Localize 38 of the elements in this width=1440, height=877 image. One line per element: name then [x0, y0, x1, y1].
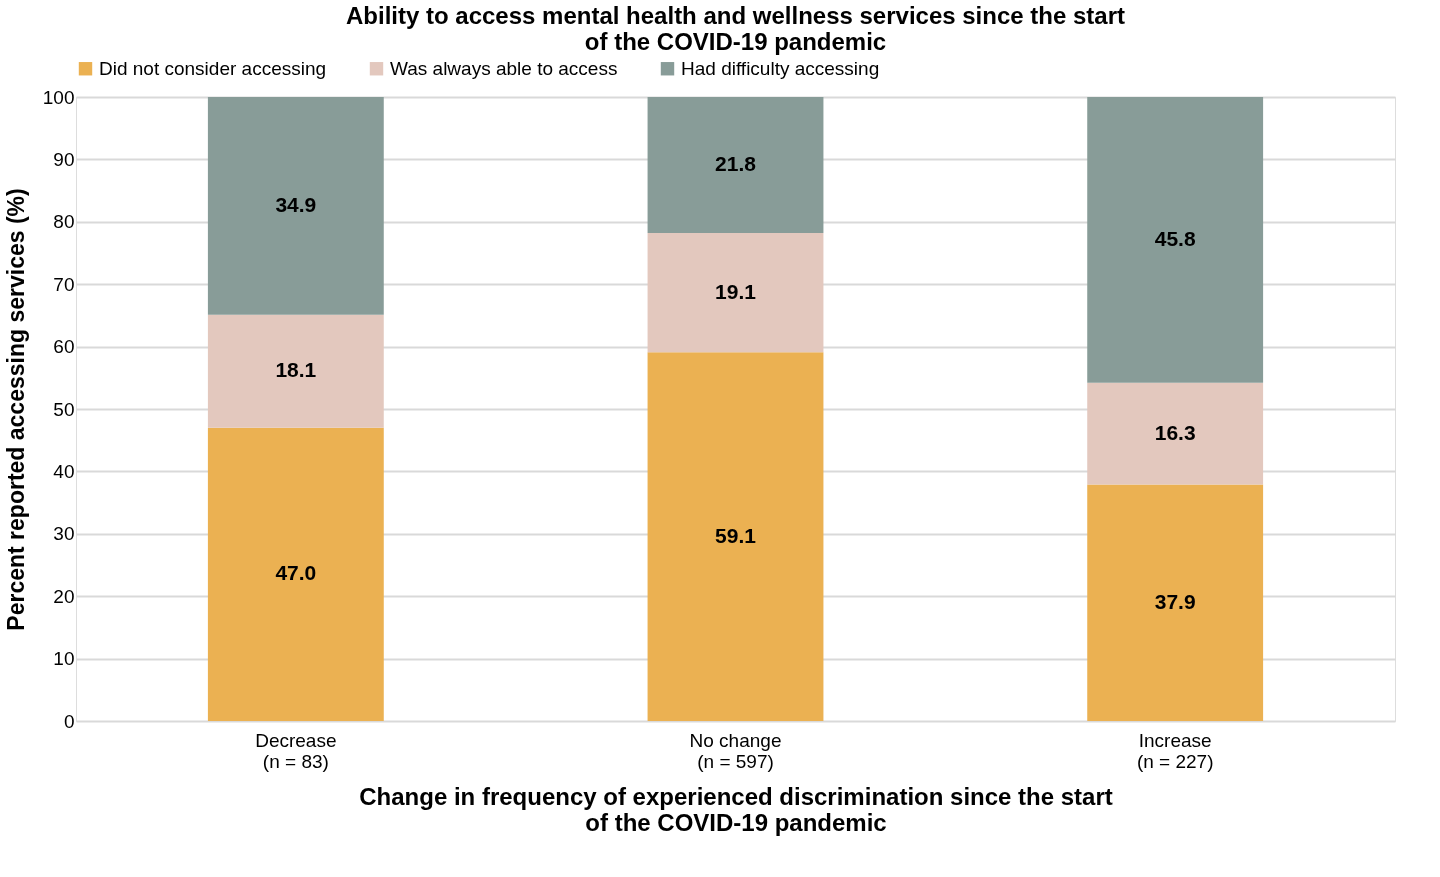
bar	[207, 97, 384, 315]
data-label: 16.3	[1154, 420, 1196, 444]
x-tick-label: Decrease (n = 83)	[255, 729, 337, 772]
data-label: 47.0	[275, 561, 317, 585]
bar	[207, 314, 384, 428]
legend-label: Had difficulty accessing	[681, 57, 880, 79]
bar	[1087, 97, 1264, 383]
data-label: 19.1	[715, 279, 757, 303]
y-tick-label: 80	[53, 211, 75, 233]
data-label: 21.8	[715, 152, 757, 176]
data-label: 37.9	[1154, 589, 1196, 613]
data-label: 18.1	[275, 358, 317, 382]
x-tick-label: No change (n = 597)	[689, 729, 782, 772]
chart-title: Ability to access mental health and wellness services since the start of the COVID-19 pandemic	[346, 2, 1125, 55]
y-tick-label: 90	[53, 148, 75, 170]
y-tick-label: 70	[53, 273, 75, 295]
bar	[1087, 484, 1264, 721]
bar	[1087, 382, 1264, 485]
bar	[647, 352, 824, 721]
y-tick-label: 50	[53, 398, 75, 420]
legend-label: Did not consider accessing	[99, 57, 327, 79]
bar	[647, 233, 824, 353]
x-tick-label: Increase (n = 227)	[1136, 729, 1214, 772]
data-label: 45.8	[1154, 226, 1196, 250]
data-label: 34.9	[275, 192, 317, 216]
y-tick-label: 100	[42, 86, 75, 108]
y-tick-label: 40	[53, 460, 75, 482]
y-tick-label: 60	[53, 336, 75, 358]
x-axis-title: Change in frequency of experienced discrimination since the start of the COVID-19 pandemic	[359, 782, 1113, 836]
y-tick-label: 0	[63, 710, 75, 732]
y-tick-label: 20	[53, 585, 75, 607]
bar	[207, 427, 384, 721]
y-tick-label: 10	[53, 648, 75, 670]
data-label: 59.1	[715, 523, 757, 547]
y-axis-title: Percent reported accessing services (%)	[2, 188, 29, 631]
bar	[647, 97, 824, 234]
legend-label: Was always able to access	[390, 57, 618, 79]
y-tick-label: 30	[53, 523, 75, 545]
